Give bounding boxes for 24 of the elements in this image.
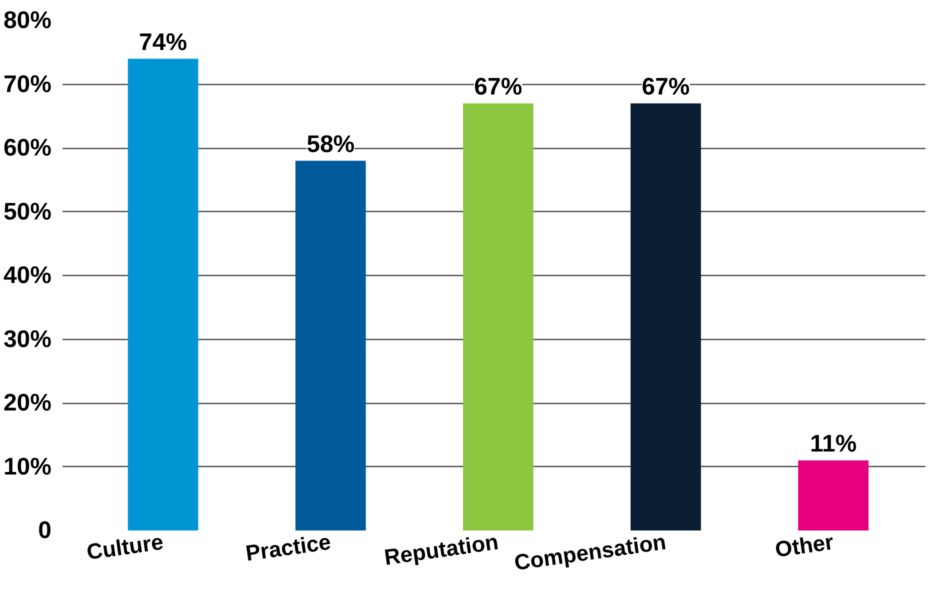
y-tick-label: 30% <box>3 326 52 353</box>
data-label: 67% <box>642 73 690 100</box>
x-tick-label: Compensation <box>512 529 668 576</box>
y-tick-label: 10% <box>3 453 52 480</box>
data-label: 11% <box>810 430 857 458</box>
x-tick-label: Culture <box>85 529 165 565</box>
y-tick-label: 60% <box>3 134 52 162</box>
x-tick-label: Other <box>773 529 836 562</box>
y-tick-label: 40% <box>3 262 52 289</box>
bar <box>128 58 198 530</box>
y-tick-label: 0 <box>38 517 52 544</box>
bar <box>630 103 701 530</box>
y-tick-label: 80% <box>3 7 52 34</box>
bar <box>798 460 869 530</box>
data-label: 67% <box>474 73 522 100</box>
bar <box>295 160 366 530</box>
x-tick-label: Practice <box>244 529 332 566</box>
x-tick-label: Reputation <box>382 529 500 570</box>
y-tick-label: 70% <box>3 70 52 98</box>
data-label: 58% <box>306 130 355 158</box>
y-tick-label: 20% <box>3 390 52 416</box>
bar <box>463 103 534 530</box>
y-tick-label: 50% <box>3 198 52 226</box>
data-label: 74% <box>139 28 188 56</box>
